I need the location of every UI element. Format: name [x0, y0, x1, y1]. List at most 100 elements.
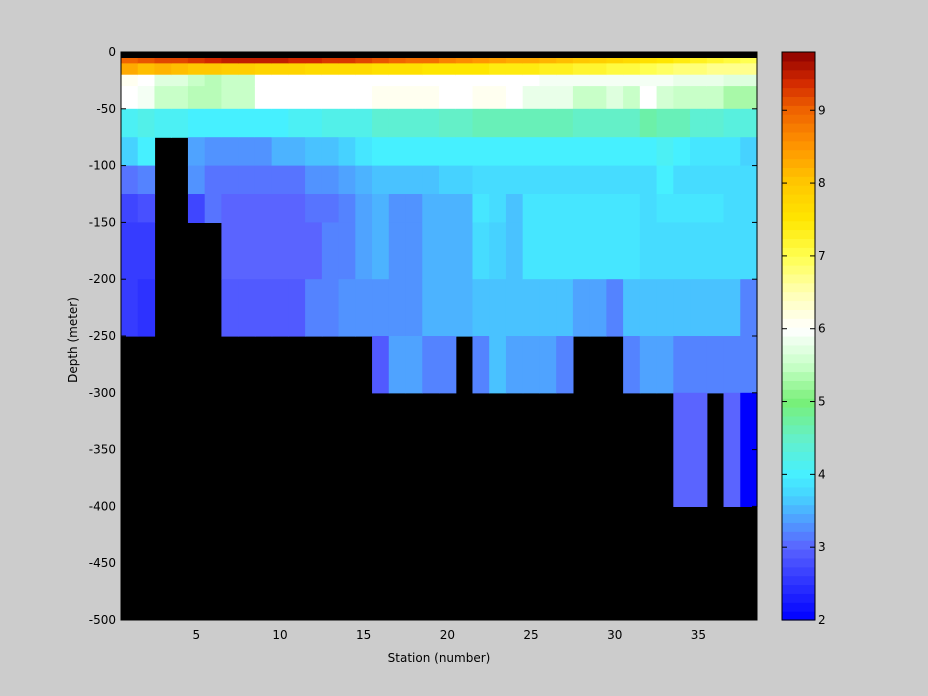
heatmap-cell: [238, 165, 256, 195]
heatmap-cell: [673, 165, 691, 195]
heatmap-cell: [372, 165, 390, 195]
heatmap-cell: [254, 86, 273, 110]
heatmap-cell: [388, 86, 407, 110]
surface-strip: [121, 52, 757, 58]
heatmap-cell: [372, 222, 390, 280]
heatmap-cell: [422, 194, 440, 223]
heatmap-cell: [673, 63, 691, 76]
heatmap-cell: [706, 108, 725, 138]
heatmap-cell: [522, 86, 541, 110]
heatmap-cell: [489, 86, 507, 110]
colorbar-segment: [782, 194, 815, 204]
heatmap-cell: [372, 194, 390, 223]
colorbar-segment: [782, 336, 815, 346]
heatmap-cell: [522, 279, 541, 337]
heatmap-cell: [606, 222, 624, 280]
heatmap-cell: [455, 108, 474, 138]
colorbar-segment: [782, 557, 815, 568]
heatmap-cell: [171, 74, 189, 87]
heatmap-cell: [690, 108, 708, 138]
heatmap-cell: [388, 165, 407, 195]
heatmap-cell: [472, 63, 490, 76]
heatmap-cell: [556, 86, 574, 110]
heatmap-cell: [522, 137, 541, 167]
heatmap-cell: [388, 137, 407, 167]
heatmap-cell: [221, 63, 239, 76]
heatmap-cell: [706, 74, 725, 87]
heatmap-cell: [522, 63, 541, 76]
heatmap-cell: [623, 108, 641, 138]
heatmap-cell: [489, 194, 507, 223]
colorbar-segment: [782, 185, 815, 195]
heatmap-cell: [154, 108, 172, 138]
colorbar: [782, 52, 815, 621]
heatmap-cell: [472, 336, 490, 394]
heatmap-cell: [405, 194, 423, 223]
heatmap-cell: [439, 74, 457, 87]
heatmap-cell: [338, 279, 356, 337]
heatmap-cell: [690, 194, 708, 223]
heatmap-cell: [388, 108, 407, 138]
colorbar-ticks: 2 3 4 5 6 7 8 9: [782, 103, 826, 627]
heatmap-cell: [305, 165, 323, 195]
heatmap-cell: [137, 279, 156, 337]
heatmap-cell: [589, 137, 607, 167]
colorbar-frame: [781, 51, 816, 621]
heatmap-cell: [355, 165, 373, 195]
heatmap-cell: [606, 165, 624, 195]
heatmap-cell: [472, 137, 490, 167]
heatmap-cell: [723, 336, 741, 394]
heatmap-cell: [505, 336, 524, 394]
heatmap-cell: [623, 137, 641, 167]
heatmap-cell: [254, 222, 273, 280]
heatmap-cell: [238, 108, 256, 138]
colorbar-segment: [782, 549, 815, 559]
heatmap-cell: [254, 63, 273, 76]
heatmap-cell: [522, 108, 541, 138]
heatmap-cell: [388, 63, 407, 76]
heatmap-cell: [639, 63, 658, 76]
y-tick-label: -300: [89, 386, 116, 400]
heatmap-cell: [221, 279, 239, 337]
heatmap-cell: [589, 86, 607, 110]
heatmap-cell: [489, 222, 507, 280]
heatmap-cell: [690, 63, 708, 76]
heatmap-cell: [455, 222, 474, 280]
heatmap-cell: [706, 222, 725, 280]
heatmap-cell: [723, 108, 741, 138]
heatmap-cell: [405, 86, 423, 110]
x-tick-label: 15: [356, 628, 371, 642]
heatmap-cell: [690, 137, 708, 167]
heatmap-cell: [740, 336, 758, 394]
heatmap-cell: [556, 63, 574, 76]
heatmap-cell: [505, 165, 524, 195]
heatmap-cell: [589, 222, 607, 280]
heatmap-cell: [288, 137, 306, 167]
heatmap-cell: [254, 194, 273, 223]
heatmap-cell: [522, 74, 541, 87]
colorbar-tick-label: 2: [818, 613, 826, 627]
heatmap-cell: [522, 194, 541, 223]
heatmap-cell: [305, 74, 323, 87]
heatmap-cell: [623, 336, 641, 394]
heatmap-cell: [204, 137, 223, 167]
colorbar-segment: [782, 495, 815, 506]
heatmap-cell: [321, 222, 340, 280]
heatmap-cell: [706, 165, 725, 195]
heatmap-cell: [137, 194, 156, 223]
heatmap-cell: [639, 74, 658, 87]
heatmap-cell: [355, 137, 373, 167]
heatmap-cell: [422, 86, 440, 110]
heatmap-cell: [606, 194, 624, 223]
x-tick-label: 25: [523, 628, 538, 642]
heatmap-cell: [439, 137, 457, 167]
heatmap-cell: [338, 222, 356, 280]
heatmap-cell: [439, 63, 457, 76]
colorbar-segment: [782, 291, 815, 302]
colorbar-segment: [782, 353, 815, 364]
heatmap-cell: [623, 222, 641, 280]
heatmap-cell: [556, 108, 574, 138]
heatmap-cell: [455, 194, 474, 223]
heatmap-cell: [288, 74, 306, 87]
colorbar-segment: [782, 300, 815, 310]
